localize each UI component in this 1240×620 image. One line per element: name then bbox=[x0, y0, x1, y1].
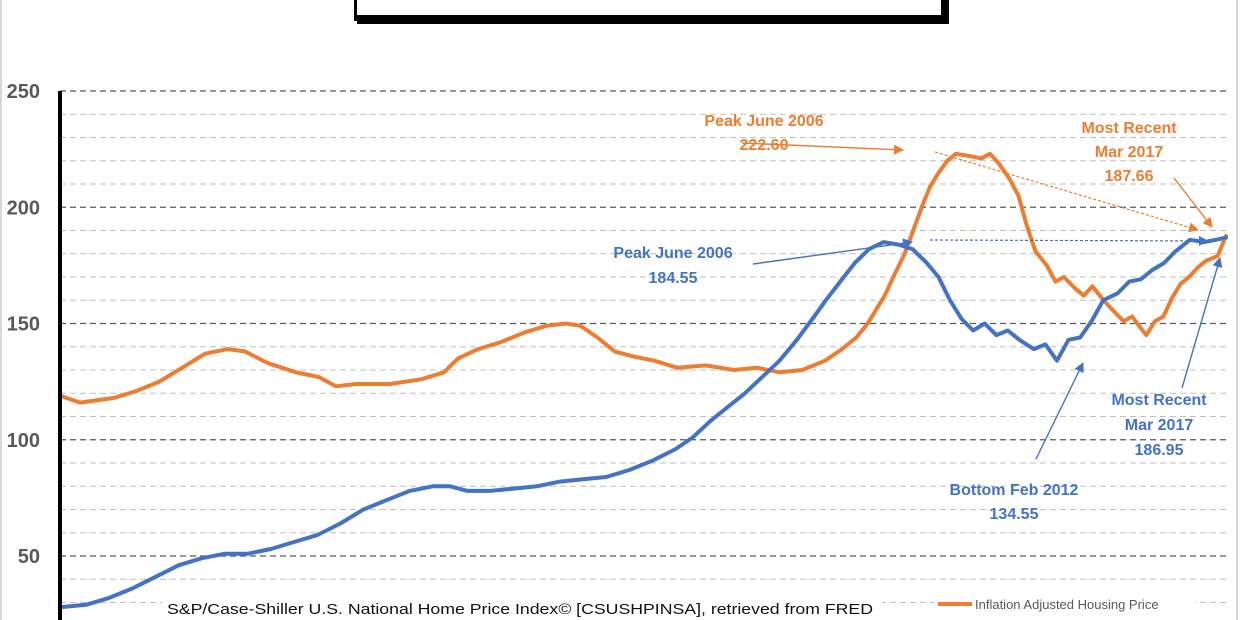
annotation-peak-blue-value: 184.55 bbox=[649, 270, 698, 287]
annotation-bottom-blue-value: 134.55 bbox=[990, 506, 1039, 523]
annotation-peak-orange-value: 222.60 bbox=[740, 137, 789, 154]
y-tick-label: 250 bbox=[7, 81, 40, 103]
annotation-recent-orange-date: Mar 2017 bbox=[1095, 144, 1164, 161]
arrow-peak-blue bbox=[752, 238, 913, 265]
arrow-peak-orange bbox=[741, 142, 904, 155]
annotation-bottom-blue-label: Bottom Feb 2012 bbox=[950, 482, 1079, 499]
annotation-recent-blue-value: 186.95 bbox=[1135, 442, 1184, 459]
nominal-price-line bbox=[58, 235, 1228, 610]
arrow-bottom-blue bbox=[1035, 362, 1084, 460]
dotted-peak-to-recent-blue bbox=[929, 235, 1209, 246]
inflation-adjusted-price-line bbox=[58, 151, 1228, 405]
annotation-peak-blue-label: Peak June 2006 bbox=[613, 245, 732, 262]
annotation-recent-orange-label: Most Recent bbox=[1081, 120, 1177, 137]
annotation-recent-blue-label: Most Recent bbox=[1111, 392, 1207, 409]
legend-background bbox=[935, 594, 1195, 616]
gridlines bbox=[60, 90, 1228, 603]
annotation-recent-orange-value: 187.66 bbox=[1105, 168, 1154, 185]
dotted-peak-to-recent-orange bbox=[934, 151, 1199, 233]
source-background bbox=[162, 598, 882, 620]
title-box bbox=[354, 0, 946, 21]
annotation-recent-blue-date: Mar 2017 bbox=[1125, 417, 1194, 434]
arrow-recent-blue bbox=[1181, 257, 1223, 389]
series-lines bbox=[58, 151, 1228, 610]
legend-label-inflation: Inflation Adjusted Housing Price bbox=[975, 597, 1159, 612]
y-tick-label: 200 bbox=[7, 197, 40, 219]
source-note: S&P/Case-Shiller U.S. National Home Pric… bbox=[167, 601, 873, 618]
y-axis-ticks: 250 200 150 100 50 bbox=[7, 81, 40, 568]
y-tick-label: 50 bbox=[18, 546, 40, 568]
arrow-recent-orange bbox=[1173, 177, 1213, 228]
annotation-peak-orange-label: Peak June 2006 bbox=[704, 113, 823, 130]
y-tick-label: 150 bbox=[7, 314, 40, 336]
y-tick-label: 100 bbox=[7, 430, 40, 452]
